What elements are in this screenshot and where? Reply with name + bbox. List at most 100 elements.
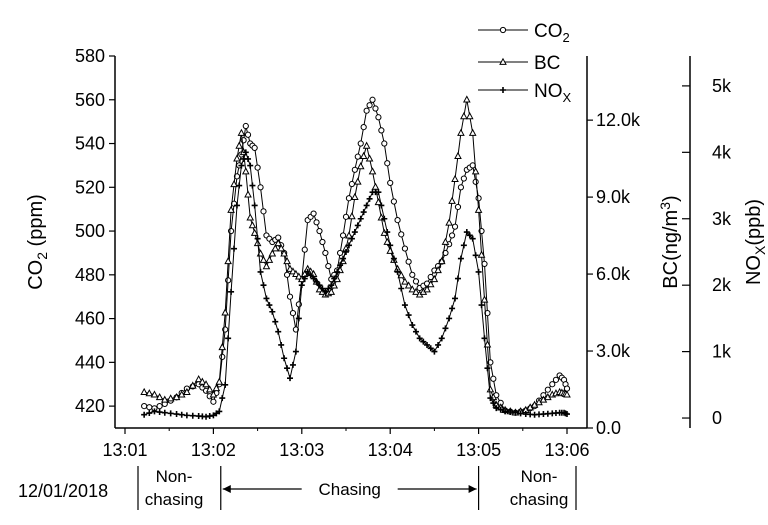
co2-point	[549, 381, 556, 388]
nox-point	[394, 268, 401, 275]
nox-point	[161, 409, 168, 416]
co2-point	[412, 278, 420, 285]
co2-point	[394, 217, 401, 224]
nox-point	[351, 229, 358, 236]
nox-point	[266, 302, 273, 309]
left-axis-title: CO2 (ppm)	[25, 194, 50, 290]
co2-point	[363, 107, 370, 114]
nox-point	[431, 348, 438, 355]
nox-point	[398, 285, 405, 292]
bc-point	[434, 265, 442, 274]
nox-point	[183, 412, 190, 419]
nox-point	[366, 195, 373, 202]
nox-tick-label: 2k	[712, 275, 732, 295]
co2-point	[319, 238, 326, 246]
nox-point	[275, 328, 282, 335]
co2-point	[251, 144, 258, 152]
nox-point	[307, 272, 314, 279]
nox-point	[238, 162, 245, 169]
bc-point	[280, 249, 288, 257]
x-tick-label: 13:04	[368, 440, 413, 460]
co2-point	[375, 114, 382, 121]
bc-point	[265, 255, 274, 263]
nox-point	[304, 268, 311, 275]
bc-point	[327, 287, 336, 295]
legend-label: CO2	[534, 21, 570, 45]
bc-point	[292, 269, 300, 277]
nox-point	[254, 235, 261, 242]
nox-point	[156, 409, 163, 416]
bc-point	[423, 285, 431, 293]
nox-point	[452, 295, 459, 302]
co2-point	[372, 105, 379, 112]
co2-point	[354, 153, 361, 160]
co2-point	[292, 326, 300, 333]
co2-point	[398, 231, 405, 238]
bc-point	[383, 237, 392, 245]
legend-item-bc: BC	[478, 53, 560, 74]
co2-point	[348, 180, 355, 188]
left-tick-label: 560	[75, 90, 105, 110]
nox-point	[564, 411, 570, 418]
nox-point	[412, 328, 419, 335]
bc-point	[215, 377, 224, 385]
bc-point	[468, 128, 477, 136]
nox-point	[460, 242, 467, 249]
co2-point	[242, 122, 249, 130]
co2-point	[301, 246, 308, 253]
nox-point	[387, 242, 394, 249]
co2-point	[401, 245, 409, 252]
nox-point	[289, 361, 296, 368]
nox-point	[251, 202, 258, 209]
nox-point	[420, 338, 427, 345]
co2-point	[227, 227, 235, 235]
bc-point	[451, 174, 459, 183]
bc-point	[259, 255, 268, 263]
phase-label: chasing	[145, 490, 204, 509]
left-tick-label: 440	[75, 352, 105, 372]
nox-point	[178, 411, 185, 418]
nox-axis-title: NOX(ppb)	[743, 199, 768, 285]
plot-area	[114, 56, 691, 429]
co2-point	[316, 227, 323, 235]
nox-point	[173, 411, 180, 418]
co2-point	[310, 210, 317, 217]
series-layer	[140, 95, 571, 420]
bc-point	[221, 308, 230, 316]
co2-point	[146, 404, 153, 411]
bc-point	[246, 213, 255, 221]
nox-point	[141, 411, 148, 418]
bc-point	[166, 394, 175, 402]
left-tick-label: 500	[75, 221, 105, 241]
bc-point	[202, 380, 210, 388]
nox-tick-label: 3k	[712, 209, 732, 229]
bc-point	[353, 177, 362, 185]
nox-point	[401, 302, 408, 309]
bc-point	[209, 390, 218, 398]
co2-point	[260, 208, 267, 215]
nox-point	[427, 345, 434, 352]
bc-point	[454, 151, 462, 159]
nox-point	[517, 410, 524, 417]
x-tick-label: 13:03	[279, 440, 324, 460]
bc-point	[374, 197, 383, 206]
co2-point	[544, 386, 551, 393]
co2-point	[451, 223, 459, 230]
nox-point	[446, 315, 453, 322]
co2-point	[552, 376, 560, 383]
co2-point	[387, 179, 394, 187]
bc-point	[274, 239, 283, 247]
co2-point	[454, 203, 462, 211]
nox-point	[435, 341, 442, 348]
left-tick-label: 480	[75, 265, 105, 285]
phase-label: Chasing	[318, 480, 380, 499]
bc-axis-title: BC(ng/m3)	[657, 195, 682, 288]
nox-axis-unit: (ppb)	[743, 199, 765, 246]
nox-point	[357, 215, 364, 222]
co2-point	[210, 398, 217, 405]
co2-point	[409, 271, 416, 278]
legend: CO2 BC NOX	[478, 21, 572, 105]
bc-point	[188, 381, 197, 389]
bc-point	[483, 340, 492, 348]
